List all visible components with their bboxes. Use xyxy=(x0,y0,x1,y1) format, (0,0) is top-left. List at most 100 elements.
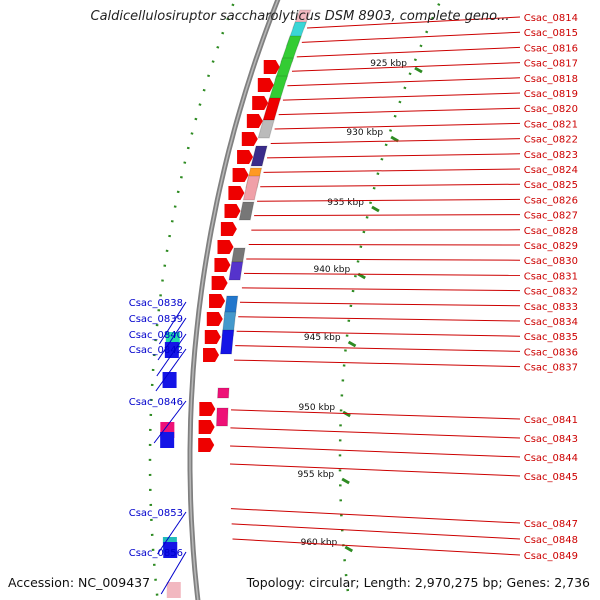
gene-label-reverse[interactable]: Csac_0856 xyxy=(129,548,183,559)
gene-label-forward[interactable]: Csac_0841 xyxy=(524,415,578,426)
gene-label-forward[interactable]: Csac_0843 xyxy=(524,434,578,445)
gene-label-forward[interactable]: Csac_0818 xyxy=(524,74,578,85)
accession-label: Accession: NC_009437 xyxy=(8,575,151,590)
gene-leader-line xyxy=(301,31,521,43)
gene-reverse xyxy=(162,372,177,388)
gene-arrow xyxy=(198,420,215,434)
gene-leader-line xyxy=(160,551,187,595)
gene-label-forward[interactable]: Csac_0814 xyxy=(524,13,578,24)
gene-label-forward[interactable]: Csac_0832 xyxy=(524,287,578,298)
gene-arrow xyxy=(204,330,221,344)
gene-forward xyxy=(228,261,244,281)
gene-label-forward[interactable]: Csac_0835 xyxy=(524,332,578,343)
gene-reverse xyxy=(160,432,175,448)
gene-arrow xyxy=(211,276,228,290)
gene-arrow xyxy=(214,258,231,272)
gene-label-forward[interactable]: Csac_0836 xyxy=(524,347,578,358)
gene-label-reverse[interactable]: Csac_0839 xyxy=(129,314,183,325)
gene-leader-line xyxy=(239,301,521,307)
gene-leader-line xyxy=(230,508,521,524)
gene-label-forward[interactable]: Csac_0828 xyxy=(524,226,578,237)
gene-arrow xyxy=(220,222,237,236)
gene-label-forward[interactable]: Csac_0820 xyxy=(524,104,578,115)
scale-tick xyxy=(371,205,380,213)
scale-tick-label: 945 kbp xyxy=(304,333,341,343)
scale-tick xyxy=(347,340,357,348)
gene-leader-line xyxy=(260,183,521,188)
gene-label-forward[interactable]: Csac_0849 xyxy=(524,551,578,562)
scale-tick xyxy=(414,66,423,74)
gene-label-forward[interactable]: Csac_0823 xyxy=(524,150,578,161)
scale-tick-label: 955 kbp xyxy=(297,470,334,480)
gene-leader-line xyxy=(157,511,187,555)
gene-label-reverse[interactable]: Csac_0842 xyxy=(129,345,183,356)
gene-arrow xyxy=(203,348,220,362)
gene-label-forward[interactable]: Csac_0826 xyxy=(524,195,578,206)
gene-leader-line xyxy=(307,16,521,29)
gene-leader-line xyxy=(287,77,521,87)
gene-arrow xyxy=(228,186,245,200)
gene-leader-line xyxy=(278,107,521,116)
gene-label-reverse[interactable]: Csac_0853 xyxy=(129,508,183,519)
gene-leader-line xyxy=(229,463,521,477)
gene-leader-line xyxy=(158,301,187,345)
gene-label-forward[interactable]: Csac_0829 xyxy=(524,241,578,252)
gene-leader-line xyxy=(282,92,521,101)
gene-label-forward[interactable]: Csac_0824 xyxy=(524,165,578,176)
gene-leader-line xyxy=(235,345,521,352)
gene-arrow xyxy=(217,240,234,254)
gene-arrow xyxy=(232,168,249,182)
gene-label-reverse[interactable]: Csac_0838 xyxy=(129,298,183,309)
gene-forward xyxy=(215,407,229,427)
gene-arrow xyxy=(206,312,223,326)
gene-label-forward[interactable]: Csac_0821 xyxy=(524,119,578,130)
gene-label-forward[interactable]: Csac_0822 xyxy=(524,135,578,146)
gene-leader-line xyxy=(232,538,521,556)
gene-leader-line xyxy=(241,287,521,292)
gene-label-forward[interactable]: Csac_0848 xyxy=(524,535,578,546)
gene-arrow xyxy=(199,402,216,416)
scale-tick-label: 960 kbp xyxy=(301,538,338,548)
gene-label-forward[interactable]: Csac_0834 xyxy=(524,317,578,328)
gene-forward xyxy=(231,247,246,263)
gene-leader-line xyxy=(238,316,521,322)
scale-tick-label: 940 kbp xyxy=(313,265,350,275)
scale-tick-label: 930 kbp xyxy=(346,128,383,138)
gene-label-forward[interactable]: Csac_0815 xyxy=(524,28,578,39)
gene-reverse xyxy=(164,342,179,358)
gene-arrow xyxy=(237,150,254,164)
gene-leader-line xyxy=(246,258,521,261)
gene-label-forward[interactable]: Csac_0845 xyxy=(524,472,578,483)
gene-label-reverse[interactable]: Csac_0840 xyxy=(129,330,183,341)
gene-forward xyxy=(238,201,255,221)
gene-leader-line xyxy=(230,445,521,458)
gene-label-forward[interactable]: Csac_0825 xyxy=(524,180,578,191)
gene-leader-line xyxy=(257,198,521,202)
gene-leader-line xyxy=(156,333,187,377)
gene-label-forward[interactable]: Csac_0817 xyxy=(524,59,578,70)
gene-label-forward[interactable]: Csac_0830 xyxy=(524,256,578,267)
gene-arrow xyxy=(263,60,280,74)
gene-leader-line xyxy=(291,62,521,72)
scale-tick xyxy=(390,135,399,143)
gene-label-forward[interactable]: Csac_0827 xyxy=(524,211,578,222)
gene-label-forward[interactable]: Csac_0833 xyxy=(524,302,578,313)
gene-label-reverse[interactable]: Csac_0846 xyxy=(129,397,183,408)
gene-label-forward[interactable]: Csac_0819 xyxy=(524,89,578,100)
gene-label-forward[interactable]: Csac_0844 xyxy=(524,453,578,464)
topology-label: Topology: circular; Length: 2,970,275 bp… xyxy=(246,575,590,590)
gene-label-forward[interactable]: Csac_0831 xyxy=(524,271,578,282)
gene-label-forward[interactable]: Csac_0837 xyxy=(524,363,578,374)
gene-leader-line xyxy=(230,409,521,420)
gene-arrow xyxy=(209,294,226,308)
gene-arrow xyxy=(198,438,215,452)
gene-arrow xyxy=(246,114,263,128)
gene-leader-line xyxy=(157,317,187,361)
gene-leader-line xyxy=(236,330,521,337)
gene-label-forward[interactable]: Csac_0816 xyxy=(524,43,578,54)
gene-leader-line xyxy=(263,168,521,173)
gene-leader-line xyxy=(267,153,521,159)
gene-label-forward[interactable]: Csac_0847 xyxy=(524,519,578,530)
